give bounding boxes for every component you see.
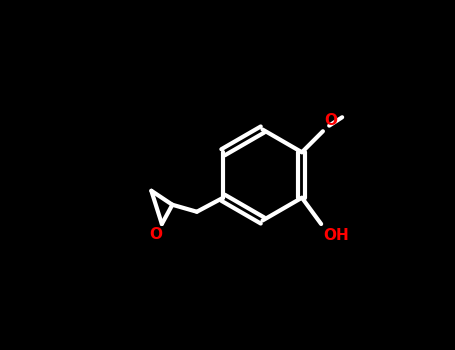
Text: O: O xyxy=(325,113,338,128)
Text: O: O xyxy=(150,227,163,242)
Text: OH: OH xyxy=(323,228,349,243)
